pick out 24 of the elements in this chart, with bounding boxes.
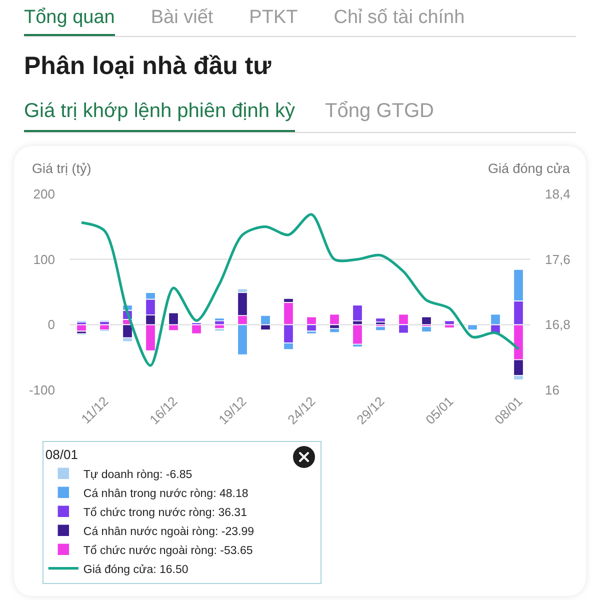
legend-label: Cá nhân nước ngoài ròng: -23.99	[83, 526, 254, 538]
y2-axis-title: Giá đóng cửa	[488, 161, 570, 176]
y2-tick-label: 17,6	[545, 252, 570, 267]
y2-tick-label: 18,4	[545, 186, 570, 202]
y2-tick-label: 16	[545, 382, 560, 398]
text: Tổng GTGD	[325, 99, 434, 124]
y-axis-title: Giá trị (tỷ)	[32, 161, 92, 176]
y2-tick-label: 16,8	[545, 317, 570, 332]
text: Bài viết	[150, 6, 214, 30]
legend-label: Tổ chức trong nước ròng: 36.31	[83, 506, 247, 519]
legend-label: Tổ chức nước ngoài ròng: -53.65	[83, 544, 253, 557]
y-tick-label: 100	[33, 252, 55, 267]
chart-title: Phân loại nhà đầu tư	[24, 52, 272, 81]
legend-label: Giá đóng cửa: 16.50	[83, 564, 188, 576]
text: Chỉ số tài chính	[334, 6, 465, 30]
legend-label: Cá nhân trong nước ròng: 48.18	[83, 488, 248, 500]
text: Tổng quan	[24, 0, 115, 36]
legend-label: Tự doanh ròng: -6.85	[83, 468, 192, 481]
y-tick-label: 0	[48, 317, 55, 332]
legend-title: 08/01	[45, 446, 78, 462]
chart-subtitle: Giá trị khớp lệnh phiên định kỳ	[24, 94, 296, 132]
y-tick-label: -100	[28, 382, 55, 398]
text: PTKT	[249, 6, 298, 30]
y-tick-label: 200	[33, 186, 55, 202]
